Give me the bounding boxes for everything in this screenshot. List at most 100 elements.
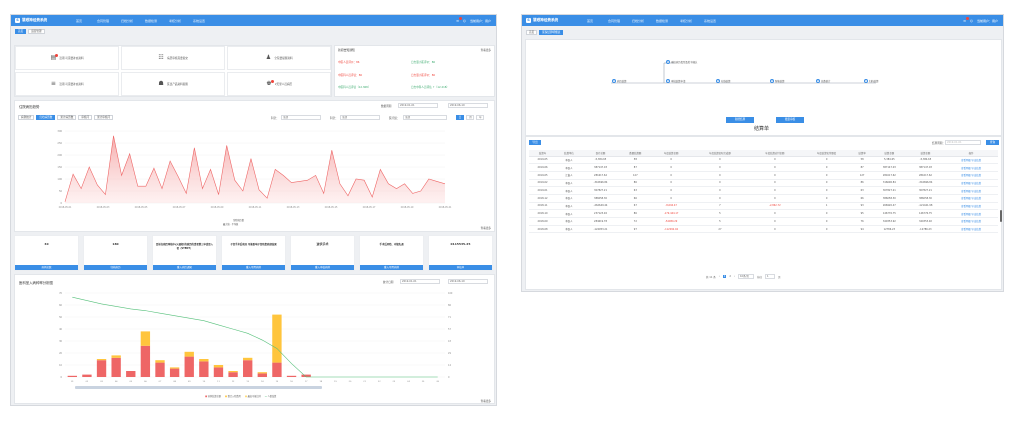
stat-button[interactable]: 审核中 <box>429 265 492 270</box>
message-icon[interactable]: ✉ <box>456 16 462 23</box>
row-actions[interactable]: 查看明细 导出结算 <box>944 202 998 211</box>
nav-assess[interactable]: 考核分析 <box>168 18 181 23</box>
notice-title: 新闻告知通知 <box>338 48 355 52</box>
current-user[interactable]: 当前用户：用户 <box>976 18 998 23</box>
analysis-more-link[interactable]: 查看更多 <box>480 400 491 403</box>
dept-select[interactable]: 全部 <box>281 115 321 120</box>
month-button[interactable]: 月 <box>466 115 474 120</box>
tab-settlement[interactable]: 医保结算明细表 <box>539 30 564 35</box>
export-button[interactable]: 导出 <box>529 140 541 145</box>
stat-button[interactable]: 归档病历 <box>84 265 147 270</box>
notice-more-link[interactable]: 查看更多 <box>480 49 491 52</box>
next-page-icon[interactable]: › <box>733 275 735 278</box>
quick-action-product[interactable]: ☗ 医患产品资料提醒 <box>121 72 225 96</box>
row-actions[interactable]: 查看明细 导出结算 <box>944 186 998 195</box>
table-cell: -316696.84 <box>581 179 620 188</box>
date-from-input[interactable]: 2019-01-01 <box>398 103 438 108</box>
notice-item[interactable]: 日志量小医评价：86 <box>411 74 436 77</box>
nav-contract[interactable]: 合同管理 <box>96 18 109 23</box>
year-button[interactable]: 年 <box>476 115 484 120</box>
notice-item[interactable]: 中医科人员评估：86 <box>338 74 363 77</box>
row-actions[interactable]: 查看明细 导出结算 <box>944 194 998 203</box>
current-user[interactable]: 当前用户：用户 <box>469 18 491 23</box>
row-actions[interactable]: 查看明细 导出结算 <box>944 163 998 172</box>
tab-ops[interactable]: 运营管理 <box>28 29 45 34</box>
nav-check[interactable]: 数据检测 <box>144 18 157 23</box>
trend-more-link[interactable]: 查看更多 <box>480 227 491 230</box>
trend-tab[interactable]: 审核问 <box>78 115 93 120</box>
app-logo: S 慧眼神经费系统 <box>526 18 558 23</box>
flow-step: 7 归档结算 <box>864 79 879 83</box>
dept-select[interactable]: 全部 <box>340 115 380 120</box>
nav-check[interactable]: 数据检测 <box>655 18 668 23</box>
batch-review-button[interactable]: 批量审核 <box>776 117 804 123</box>
table-cell: 0 <box>651 194 691 203</box>
user-icon[interactable]: ☺ <box>969 18 973 23</box>
row-actions[interactable]: 查看明细 导出结算 <box>944 217 998 226</box>
trend-legend-2: 最大值 · 平均值 <box>223 223 239 226</box>
scrollbar[interactable] <box>1000 210 1002 222</box>
query-button[interactable]: 查询 <box>986 140 999 145</box>
message-icon[interactable]: ✉ <box>963 16 969 23</box>
add-settlement-button[interactable]: 新增结算 <box>726 117 754 123</box>
flow-step: 6 总数统计 <box>816 79 831 83</box>
row-actions[interactable]: 查看明细 导出结算 <box>944 225 998 234</box>
quick-action-remind[interactable]: ♟ 全院要提醒资料 <box>227 46 331 70</box>
period-input[interactable]: 2019-01-01 <box>945 140 981 145</box>
trend-tab[interactable]: 病例统计 <box>18 115 35 120</box>
quick-action-supplement[interactable]: ▤ 近期 可需要补充资料 <box>15 46 119 70</box>
nav-archive[interactable]: 归档分析 <box>120 18 133 23</box>
page-size-select[interactable]: 10条/页 <box>737 274 754 279</box>
quick-action-review[interactable]: ☷ 病历审核需要提交 <box>121 46 225 70</box>
row-actions[interactable]: 查看明细 导出结算 <box>944 171 998 180</box>
quick-action-list[interactable]: ≡ 近期 可需要补充资料 <box>15 72 119 96</box>
trend-tab[interactable]: 归档病历数 <box>36 115 56 120</box>
y-tick-label: 150 <box>57 166 62 169</box>
stat-button[interactable]: 重入可用病例 <box>222 265 285 270</box>
table-cell: 386058.30 <box>871 194 907 203</box>
column-header: 年度结算金额 <box>651 150 691 157</box>
x-tick-label: 12 <box>232 381 235 383</box>
nav-assess[interactable]: 考核分析 <box>679 18 692 23</box>
quick-action-staff[interactable]: ♚ 2天里人员病历 <box>227 72 331 96</box>
row-actions[interactable]: 查看明细 导出结算 <box>944 156 998 165</box>
stat-date-label: 统计日期 <box>383 281 394 284</box>
nav-contract[interactable]: 合同管理 <box>607 18 620 23</box>
nav-archive[interactable]: 归档分析 <box>631 18 644 23</box>
analysis-legend: ■ 病例结算总额 ■ 整合入院费用 ■ 最高可报比例 — 人数结算 <box>205 394 276 398</box>
nav-home[interactable]: 首页 <box>586 18 593 23</box>
stat-button[interactable]: 病例总数 <box>15 265 78 270</box>
user-search-icon: ♚ <box>266 80 274 87</box>
row-actions[interactable]: 查看明细 导出结算 <box>944 179 998 188</box>
zoom-slider[interactable] <box>75 386 322 389</box>
tab-home[interactable]: 首页 <box>526 30 538 35</box>
user-icon[interactable]: ☺ <box>462 18 466 23</box>
nav-home[interactable]: 首页 <box>75 18 82 23</box>
app-title: 慧眼神经费系统 <box>533 18 559 22</box>
day-button[interactable]: 日 <box>456 115 464 120</box>
notice-item[interactable]: 中医科人员评估（12.368） <box>338 86 371 89</box>
nav-settings[interactable]: 系统设置 <box>192 18 205 23</box>
notice-item[interactable]: 中医人员评价：86 <box>338 61 360 64</box>
stat-date-to[interactable]: 2019-06-19 <box>448 279 488 284</box>
stat-button[interactable]: 重入审核病例 <box>291 265 354 270</box>
notice-item[interactable]: 日志量小医评价：86 <box>411 61 436 64</box>
prev-page-icon[interactable]: ‹ <box>718 275 720 278</box>
nav-settings[interactable]: 系统设置 <box>703 18 716 23</box>
trend-tab[interactable]: 累计审核问 <box>94 115 114 120</box>
page-button[interactable]: 1 <box>722 275 727 278</box>
group-select[interactable]: 全部 <box>403 115 447 120</box>
stat-date-from[interactable]: 2019-01-01 <box>400 279 440 284</box>
row-actions[interactable]: 查看明细 导出结算 <box>944 209 998 218</box>
goto-input[interactable]: 1 <box>764 274 775 279</box>
table-cell: 27 <box>690 225 750 234</box>
tab-home[interactable]: 首页 <box>15 29 27 34</box>
notice-item[interactable]: 日志中科人员评估 ↑（12.218） <box>411 86 450 89</box>
step-label: 审核病历类型及签字确认 <box>671 61 698 64</box>
date-to-input[interactable]: 2019-06-19 <box>448 103 488 108</box>
stat-button[interactable]: 重入可用病例 <box>360 265 423 270</box>
stat-button[interactable]: 重入病历通知 <box>153 265 216 270</box>
page-button[interactable]: 2 <box>729 275 731 278</box>
trend-tab[interactable]: 累计病历数 <box>57 115 77 120</box>
y-tick-label: 300 <box>57 130 62 133</box>
